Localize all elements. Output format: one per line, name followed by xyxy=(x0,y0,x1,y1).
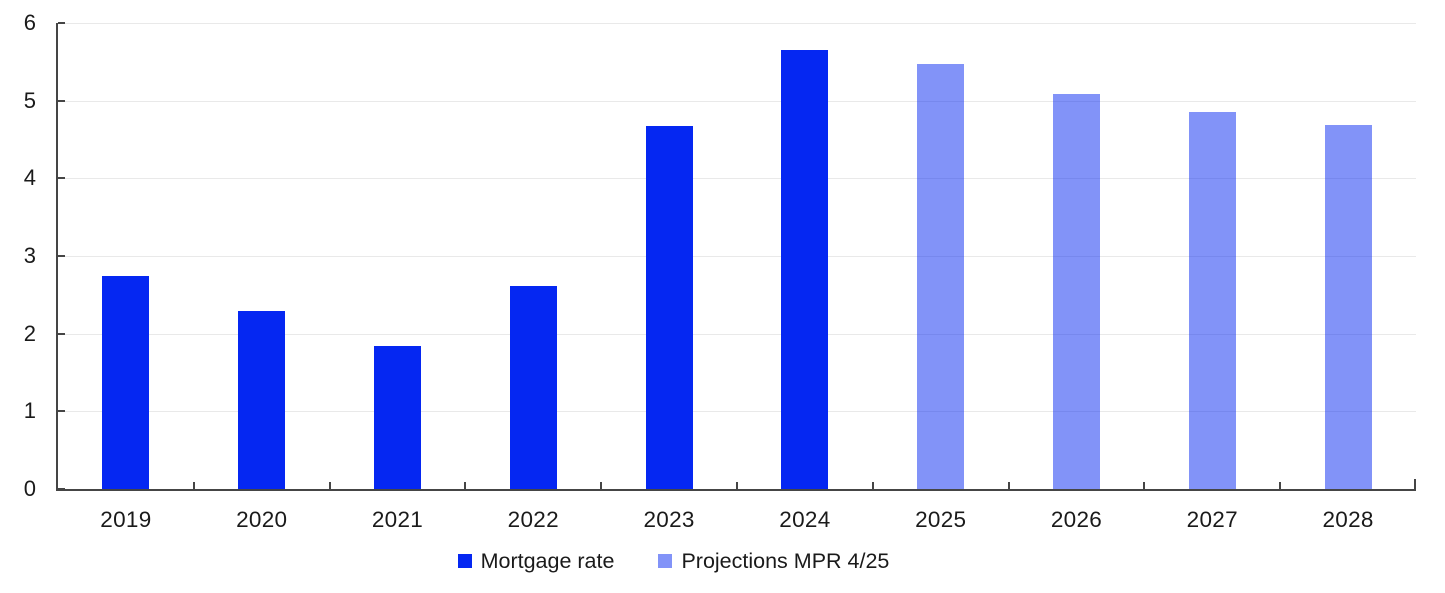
x-tick xyxy=(192,482,195,489)
bar-2021 xyxy=(374,346,421,489)
x-axis-end-tick xyxy=(1414,479,1416,489)
y-tick-2 xyxy=(58,332,65,335)
gridline-4 xyxy=(58,178,1416,180)
bar-2025 xyxy=(917,64,965,489)
x-axis-label-2024: 2024 xyxy=(779,507,831,532)
x-axis-label-2019: 2019 xyxy=(100,507,152,532)
x-tick xyxy=(464,482,467,489)
x-axis-label-2023: 2023 xyxy=(643,507,695,532)
y-axis-label-4: 4 xyxy=(23,165,36,191)
y-axis-label-3: 3 xyxy=(23,243,36,268)
legend: Mortgage rate Projections MPR 4/25 xyxy=(0,548,1396,574)
gridline-5 xyxy=(58,100,1416,102)
x-axis-label-2021: 2021 xyxy=(371,507,424,532)
legend-item-projections: Projections MPR 4/25 xyxy=(658,548,889,574)
x-axis-label-2027: 2027 xyxy=(1186,507,1238,532)
bar-2019 xyxy=(102,276,150,489)
bar-2027 xyxy=(1188,112,1236,489)
y-tick-4 xyxy=(58,177,65,180)
x-axis xyxy=(56,489,1416,491)
y-axis-label-5: 5 xyxy=(23,87,36,113)
y-axis xyxy=(56,23,58,491)
legend-swatch-projections xyxy=(658,554,673,568)
y-tick-3 xyxy=(58,255,65,257)
x-tick xyxy=(1279,482,1282,489)
x-axis-label-2028: 2028 xyxy=(1322,507,1374,532)
bar-2023 xyxy=(645,126,693,489)
gridline-2 xyxy=(58,333,1416,335)
gridline-3 xyxy=(58,256,1416,257)
x-axis-label-2022: 2022 xyxy=(507,507,559,532)
x-tick xyxy=(600,482,603,489)
bar-2024 xyxy=(781,50,829,489)
gridline-6 xyxy=(58,23,1416,24)
legend-swatch-mortgage-rate xyxy=(457,554,472,568)
bar-2022 xyxy=(509,285,557,489)
y-axis-label-2: 2 xyxy=(23,320,36,346)
bar-2028 xyxy=(1324,124,1372,489)
gridline-1 xyxy=(58,411,1416,413)
x-tick xyxy=(736,482,738,489)
legend-label-projections: Projections MPR 4/25 xyxy=(681,549,890,573)
x-axis-label-2020: 2020 xyxy=(236,507,288,532)
x-axis-label-2026: 2026 xyxy=(1050,507,1103,532)
y-tick-5 xyxy=(58,99,65,102)
bar-2026 xyxy=(1053,94,1100,489)
bar-2020 xyxy=(238,311,286,489)
y-tick-0 xyxy=(58,488,65,490)
x-tick xyxy=(328,482,331,489)
y-tick-6 xyxy=(58,22,65,24)
legend-label-mortgage-rate: Mortgage rate xyxy=(480,549,615,573)
legend-item-mortgage-rate: Mortgage rate xyxy=(457,548,615,574)
y-tick-1 xyxy=(58,410,65,413)
x-tick xyxy=(1007,482,1010,489)
y-axis-label-6: 6 xyxy=(23,10,36,35)
y-axis-label-0: 0 xyxy=(23,476,36,501)
y-axis-label-1: 1 xyxy=(23,398,36,424)
x-axis-label-2025: 2025 xyxy=(915,507,967,532)
x-tick xyxy=(871,482,874,489)
x-tick xyxy=(1143,482,1146,489)
